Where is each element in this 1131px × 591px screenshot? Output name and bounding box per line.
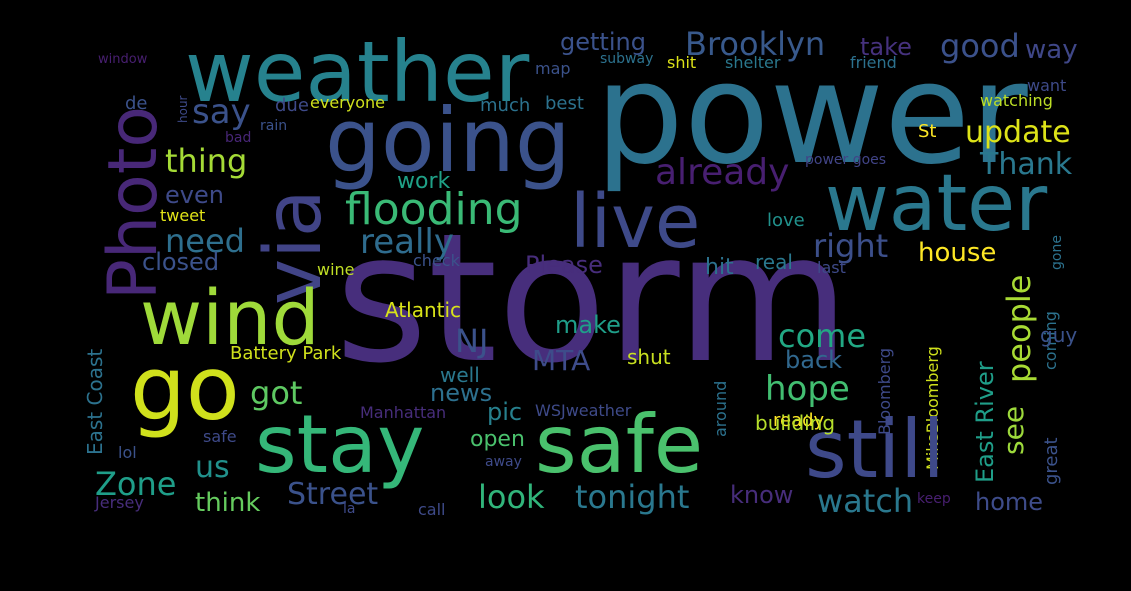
word-well: well (440, 363, 480, 387)
word-us: us (195, 450, 230, 485)
word-wsjweather: WSJweather (535, 401, 632, 420)
word-right: right (813, 227, 889, 265)
word-last: last (817, 258, 846, 277)
word-update: update (965, 115, 1071, 150)
word-storm: storm (335, 195, 850, 402)
word-look: look (478, 478, 545, 516)
word-going: going (325, 89, 571, 192)
word-hit: hit (705, 255, 734, 280)
word-flooding: flooding (345, 184, 523, 235)
word-atlantic: Atlantic (385, 298, 462, 322)
word-la: la (343, 501, 356, 517)
word-pic: pic (487, 398, 523, 426)
word-good: good (940, 27, 1020, 65)
word-think: think (195, 488, 261, 518)
word-power-goes: power goes (805, 152, 887, 168)
word-lol: lol (118, 443, 137, 462)
word-shit: shit (667, 53, 697, 72)
word-go: go (130, 337, 240, 440)
word-work: work (397, 169, 451, 194)
word-safe-small: safe (203, 427, 237, 446)
word-away: away (485, 454, 522, 470)
word-tonight: tonight (575, 478, 690, 516)
word-already: already (655, 152, 790, 193)
word-rain: rain (260, 118, 288, 134)
word-de: de (125, 93, 148, 114)
word-much: much (480, 95, 531, 116)
word-make: make (555, 311, 621, 339)
word-hope: hope (765, 369, 850, 409)
word-thing: thing (165, 142, 248, 180)
word-see: see (997, 405, 1030, 455)
word-brooklyn: Brooklyn (685, 25, 826, 63)
word-watching: watching (980, 91, 1053, 110)
word-ready: ready (773, 410, 825, 431)
word-zone: Zone (95, 465, 177, 503)
word-got: got (250, 374, 303, 412)
word-window: window (98, 52, 148, 67)
word-way: way (1025, 35, 1078, 65)
word-live: live (570, 179, 701, 265)
word-st: St (918, 121, 937, 142)
word-need: need (165, 222, 245, 260)
word-news: news (430, 379, 493, 407)
word-keep: keep (917, 491, 951, 507)
word-even: even (165, 181, 224, 209)
word-building: building (755, 411, 836, 435)
word-real: real (755, 250, 793, 274)
word-battery-park: Battery Park (230, 343, 342, 364)
word-call: call (418, 500, 446, 519)
word-guy: guy (1040, 323, 1078, 347)
word-love: love (767, 210, 805, 231)
word-east-coast: East Coast (83, 348, 107, 455)
word-really: really (360, 222, 454, 262)
word-weather: weather (185, 23, 530, 121)
word-know: know (730, 481, 794, 509)
word-back: back (785, 346, 843, 374)
word-friend: friend (850, 53, 897, 72)
word-getting: getting (560, 28, 646, 56)
word-home: home (975, 488, 1044, 516)
word-please: Please (525, 251, 603, 279)
word-nj: NJ (455, 322, 489, 360)
word-street: Street (287, 477, 379, 512)
word-come: come (778, 317, 867, 355)
word-people: people (1000, 274, 1038, 383)
word-check: check (413, 251, 460, 270)
word-safe: safe (535, 398, 704, 491)
word-tweet: tweet (160, 206, 206, 225)
word-gone: gone (1049, 235, 1065, 270)
word-still: still (805, 403, 945, 496)
word-closed: closed (142, 248, 220, 276)
word-jersey: Jersey (95, 493, 144, 512)
word-take: take (860, 33, 912, 61)
word-shelter: shelter (725, 53, 781, 72)
word-cloud: Photo via window hour East Coast East Ri… (83, 23, 1080, 530)
word-house: house (918, 238, 997, 268)
word-open: open (470, 427, 525, 452)
word-stay: stay (255, 398, 425, 491)
word-best: best (545, 93, 584, 114)
word-want: want (1027, 76, 1067, 95)
word-mta: MTA (532, 344, 591, 377)
word-thank: Thank (980, 147, 1073, 182)
word-bad: bad (225, 130, 252, 146)
word-water: water (825, 159, 1048, 249)
word-power: power (595, 33, 1028, 196)
word-great: great (1041, 437, 1062, 485)
word-shut: shut (627, 345, 671, 369)
word-map: map (535, 59, 571, 78)
word-watch: watch (817, 482, 914, 520)
word-subway: subway (600, 51, 654, 67)
word-wine: wine (317, 260, 355, 279)
word-wind: wind (140, 273, 320, 362)
word-everyone: everyone (310, 93, 385, 112)
word-say: say (192, 92, 251, 132)
word-east-river: East River (971, 361, 999, 483)
word-manhattan: Manhattan (360, 403, 447, 422)
word-due: due (275, 95, 309, 116)
